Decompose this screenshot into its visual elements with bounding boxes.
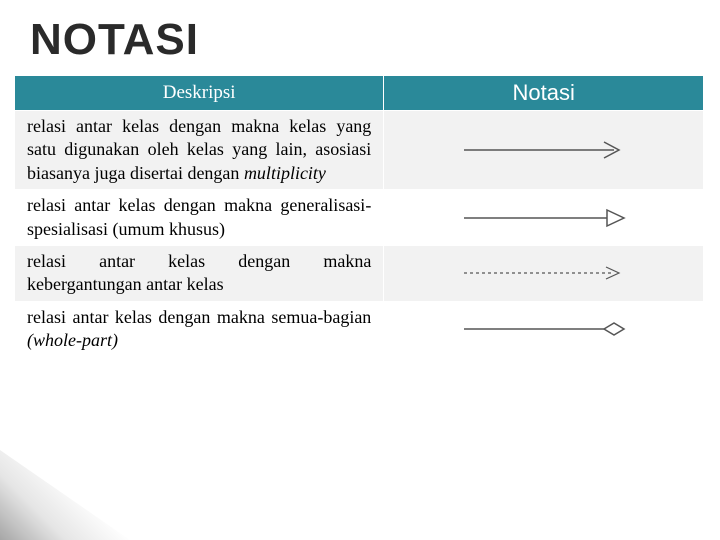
table-row: relasi antar kelas dengan makna semua-ba… — [15, 301, 704, 357]
desc-cell: relasi antar kelas dengan makna kelas ya… — [15, 111, 384, 190]
aggregation-diamond-icon — [449, 315, 639, 343]
association-arrow-icon — [449, 136, 639, 164]
notation-cell — [384, 301, 704, 357]
table-row: relasi antar kelas dengan makna kelas ya… — [15, 111, 704, 190]
header-description: Deskripsi — [15, 76, 384, 111]
dependency-arrow-icon — [449, 259, 639, 287]
notation-cell — [384, 111, 704, 190]
notation-table: Deskripsi Notasi relasi antar kelas deng… — [14, 75, 704, 358]
notation-cell — [384, 190, 704, 246]
header-notation: Notasi — [384, 76, 704, 111]
desc-cell: relasi antar kelas dengan makna generali… — [15, 190, 384, 246]
corner-shadow-decoration — [0, 450, 130, 540]
page-title: NOTASI — [0, 0, 720, 75]
notation-cell — [384, 245, 704, 301]
generalization-arrow-icon — [449, 204, 639, 232]
desc-cell: relasi antar kelas dengan makna semua-ba… — [15, 301, 384, 357]
table-row: relasi antar kelas dengan makna generali… — [15, 190, 704, 246]
table-row: relasi antar kelas dengan makna kebergan… — [15, 245, 704, 301]
desc-cell: relasi antar kelas dengan makna kebergan… — [15, 245, 384, 301]
